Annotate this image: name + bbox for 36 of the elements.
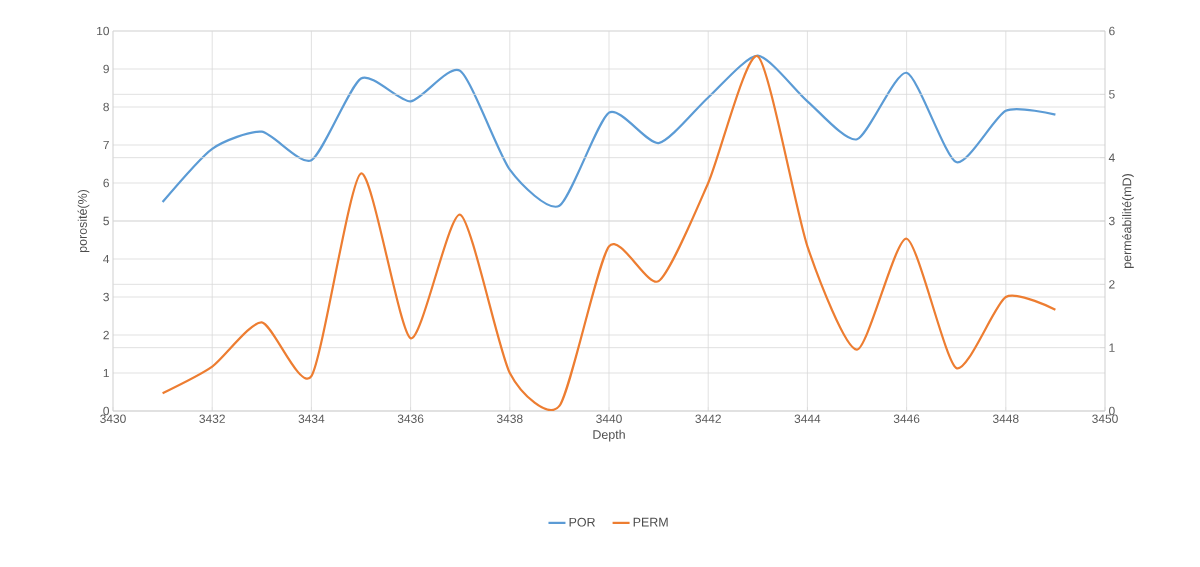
y2-axis-title: perméabilité(mD) [1122,174,1134,268]
y-tick-label: 6 [103,178,109,188]
y-axis-title: porosité(%) [77,189,90,253]
x-tick-label: 3446 [893,414,920,423]
x-axis-title: Depth [593,429,625,442]
y-tick-label: 5 [103,216,109,226]
y2-tick-label: 3 [1108,216,1115,226]
legend-label: PERM [633,517,668,527]
line-series [161,54,1057,208]
legend-label: POR [569,517,595,527]
x-tick-label: 3440 [596,414,622,423]
y-tick-label: 8 [103,102,109,112]
y-tick-label: 10 [97,26,110,36]
x-tick-label: 3432 [199,414,225,423]
x-tick-label: 3448 [992,414,1019,423]
x-tick-label: 3430 [100,414,126,423]
y-tick-label: 4 [103,254,110,264]
y-tick-label: 1 [103,368,109,378]
x-tick-label: 3438 [496,414,523,423]
y2-tick-label: 5 [1109,90,1115,99]
y-tick-label: 9 [103,64,109,74]
x-tick-label: 3442 [695,414,721,423]
y-tick-label: 3 [103,292,109,302]
y2-tick-label: 4 [1108,153,1115,162]
y2-tick-label: 0 [1109,406,1115,416]
y2-tick-label: 1 [1109,343,1115,352]
x-tick-label: 3436 [397,414,424,423]
y-tick-label: 7 [103,140,109,150]
x-tick-label: 3450 [1092,414,1118,423]
line-series [161,55,1057,409]
y2-tick-label: 2 [1109,280,1115,289]
x-tick-label: 3434 [298,414,325,423]
y-tick-label: 0 [103,406,110,416]
y-tick-label: 2 [103,330,109,340]
x-tick-label: 3444 [794,414,821,423]
y2-tick-label: 6 [1109,26,1115,36]
